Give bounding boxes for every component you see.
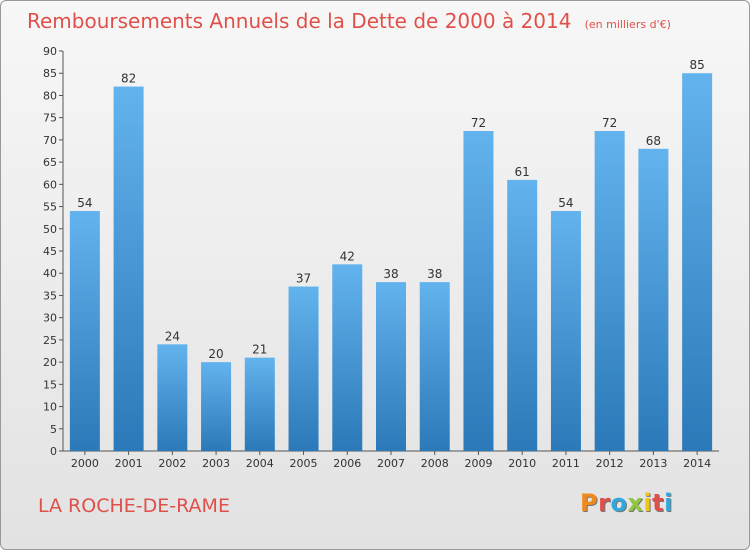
bar-2007	[376, 282, 406, 451]
x-axis: 2000 2001 2002 2003 2004 2005 2006 2007 2008 2009…	[63, 450, 719, 470]
chart-subtitle: (en milliers d'€)	[584, 18, 671, 31]
x-tick-label: 2004	[246, 457, 274, 470]
y-tick-label: 60	[43, 178, 57, 191]
logo-letter: t	[652, 489, 665, 517]
y-tick-label: 15	[43, 378, 57, 391]
bar-value-label: 24	[165, 329, 180, 343]
x-tick-label: 2011	[552, 457, 580, 470]
bar-2005	[288, 286, 319, 451]
bar-value-label: 38	[427, 267, 442, 281]
x-tick-label: 2006	[333, 457, 361, 470]
y-tick-label: 75	[43, 112, 57, 125]
bar-value-label: 54	[77, 196, 92, 210]
x-tick-label: 2001	[115, 457, 143, 470]
bar-2014	[682, 73, 713, 451]
bar-value-label: 37	[296, 272, 311, 286]
y-tick-label: 65	[43, 156, 57, 169]
x-tick-label: 2009	[464, 457, 492, 470]
bar-value-label: 85	[689, 58, 704, 72]
x-tick-label: 2000	[71, 457, 99, 470]
bar-2010	[507, 179, 538, 451]
y-tick-label: 10	[43, 401, 57, 414]
y-tick-label: 30	[43, 312, 57, 325]
x-tick-label: 2003	[202, 457, 230, 470]
bar-2008	[419, 282, 450, 451]
y-tick-label: 40	[43, 267, 57, 280]
x-tick-label: 2005	[290, 457, 318, 470]
bar-value-label: 20	[208, 347, 223, 361]
y-tick-label: 90	[43, 45, 57, 58]
bar-2002	[157, 344, 188, 451]
bar-value-label: 54	[558, 196, 573, 210]
x-tick-label: 2008	[421, 457, 449, 470]
bars: 54 82 24 20 21 37 42 38 38 72 61 54 72 68 85	[69, 58, 713, 452]
logo-letter: i	[643, 489, 653, 517]
bar-value-label: 21	[252, 343, 267, 357]
y-tick-label: 5	[50, 423, 57, 436]
y-tick-label: 50	[43, 223, 57, 236]
y-tick-label: 25	[43, 334, 57, 347]
y-tick-label: 35	[43, 289, 57, 302]
bar-value-label: 72	[471, 116, 486, 130]
bar-2009	[463, 131, 494, 451]
bar-value-label: 72	[602, 116, 617, 130]
y-axis: 0 5 10 15 20 25 30 35 40 45 50 55 60 65 70 75 80 85 90	[43, 45, 64, 458]
x-tick-label: 2014	[683, 457, 711, 470]
bar-2003	[201, 362, 232, 451]
y-tick-label: 0	[50, 445, 57, 458]
bar-2006	[332, 264, 363, 451]
logo-letter: x	[627, 489, 644, 517]
bar-value-label: 61	[515, 165, 530, 179]
logo-letter: i	[664, 489, 673, 517]
y-tick-label: 20	[43, 356, 57, 369]
bar-2004	[244, 357, 275, 451]
logo-letter: P	[580, 489, 599, 517]
y-tick-label: 55	[43, 201, 57, 214]
title-row: Remboursements Annuels de la Dette de 20…	[27, 9, 671, 33]
y-tick-label: 45	[43, 245, 57, 258]
bar-2012	[594, 131, 625, 451]
y-tick-label: 80	[43, 89, 57, 102]
logo-letter: r	[598, 489, 611, 517]
bar-2001	[113, 86, 144, 452]
bar-value-label: 68	[646, 134, 661, 148]
y-tick-label: 70	[43, 134, 57, 147]
bar-2011	[550, 211, 581, 451]
commune-name: LA ROCHE-DE-RAME	[38, 495, 230, 517]
x-tick-label: 2013	[639, 457, 667, 470]
proxiti-logo: Proxiti	[580, 489, 673, 517]
bar-2013	[638, 148, 669, 451]
chart-title: Remboursements Annuels de la Dette de 20…	[27, 9, 572, 33]
x-tick-label: 2010	[508, 457, 536, 470]
y-tick-label: 85	[43, 67, 57, 80]
x-tick-label: 2007	[377, 457, 405, 470]
bar-value-label: 38	[383, 267, 398, 281]
bar-value-label: 42	[340, 249, 355, 263]
x-tick-label: 2012	[596, 457, 624, 470]
bar-2000	[69, 211, 100, 451]
x-tick-label: 2002	[158, 457, 186, 470]
logo-letter: o	[610, 489, 628, 517]
bar-value-label: 82	[121, 72, 136, 86]
